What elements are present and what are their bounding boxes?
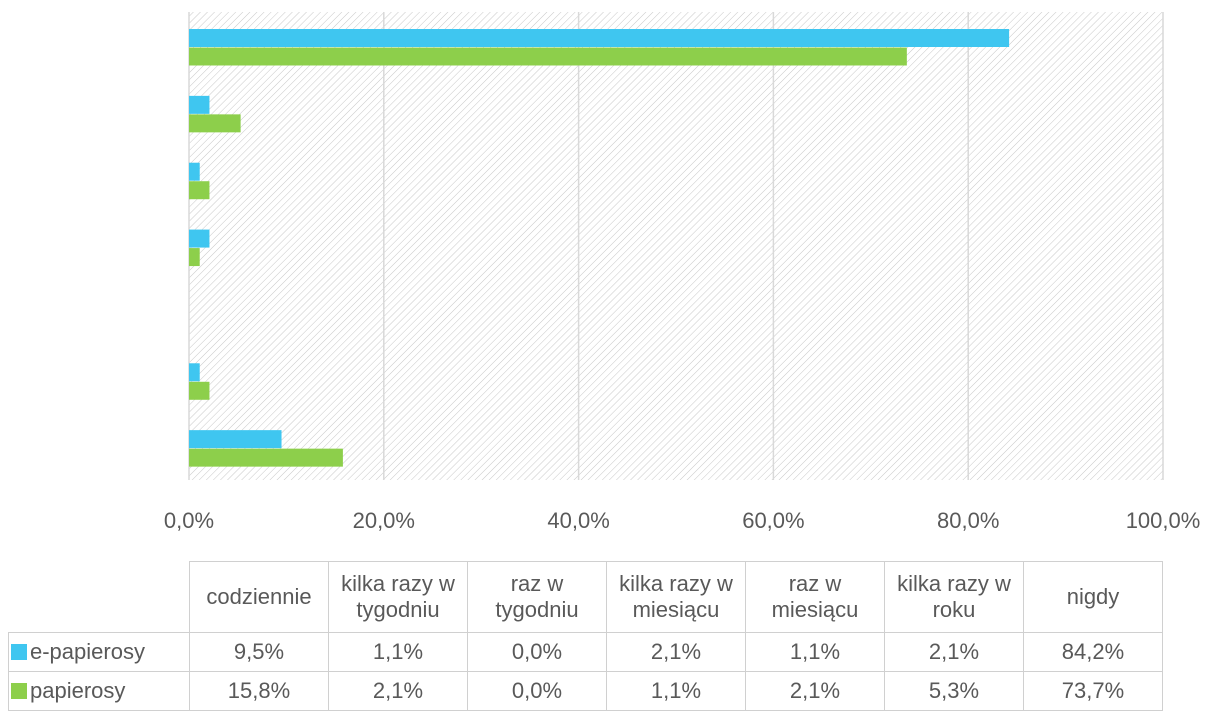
legend-label: e-papierosy xyxy=(30,639,145,664)
x-tick-label: 0,0% xyxy=(164,508,214,533)
value-label: 2,1% xyxy=(606,632,746,672)
bar xyxy=(189,114,241,133)
x-tick-label: 60,0% xyxy=(742,508,804,533)
value-label: 1,1% xyxy=(606,671,746,711)
bar xyxy=(189,47,907,66)
category-label: codziennie xyxy=(189,561,329,633)
value-label: 2,1% xyxy=(745,671,885,711)
x-tick-label: 40,0% xyxy=(547,508,609,533)
legend-entry: papierosy xyxy=(8,671,190,711)
plot-background xyxy=(189,12,1163,480)
value-label: 5,3% xyxy=(884,671,1024,711)
category-label: kilka razy w miesiącu xyxy=(606,561,746,633)
value-label: 2,1% xyxy=(328,671,468,711)
bar xyxy=(189,162,200,181)
value-label: 84,2% xyxy=(1023,632,1163,672)
legend-entry: e-papierosy xyxy=(8,632,190,672)
bar xyxy=(189,448,343,467)
x-tick-label: 100,0% xyxy=(1126,508,1201,533)
value-label: 73,7% xyxy=(1023,671,1163,711)
value-label: 9,5% xyxy=(189,632,329,672)
category-label: kilka razy w tygodniu xyxy=(328,561,468,633)
bar xyxy=(189,430,282,449)
bar xyxy=(189,248,200,267)
bar xyxy=(189,229,210,248)
bar xyxy=(189,181,210,200)
bar xyxy=(189,363,200,382)
legend-label: papierosy xyxy=(30,678,126,703)
value-label: 0,0% xyxy=(467,632,607,672)
bar xyxy=(189,29,1010,47)
category-label: raz w tygodniu xyxy=(467,561,607,633)
data-table: codziennie kilka razy w tygodniu raz w tyg… xyxy=(8,561,1163,711)
value-label: 15,8% xyxy=(189,671,329,711)
category-label: kilka razy w roku xyxy=(884,561,1024,633)
legend-swatch xyxy=(11,683,27,699)
x-tick-label: 20,0% xyxy=(353,508,415,533)
value-label: 1,1% xyxy=(745,632,885,672)
table-corner xyxy=(9,562,190,633)
value-label: 1,1% xyxy=(328,632,468,672)
value-label: 0,0% xyxy=(467,671,607,711)
value-label: 2,1% xyxy=(884,632,1024,672)
category-label: nigdy xyxy=(1023,561,1163,633)
bar xyxy=(189,381,210,400)
category-label: raz w miesiącu xyxy=(745,561,885,633)
x-tick-label: 80,0% xyxy=(937,508,999,533)
bar xyxy=(189,95,210,114)
legend-swatch xyxy=(11,644,27,660)
